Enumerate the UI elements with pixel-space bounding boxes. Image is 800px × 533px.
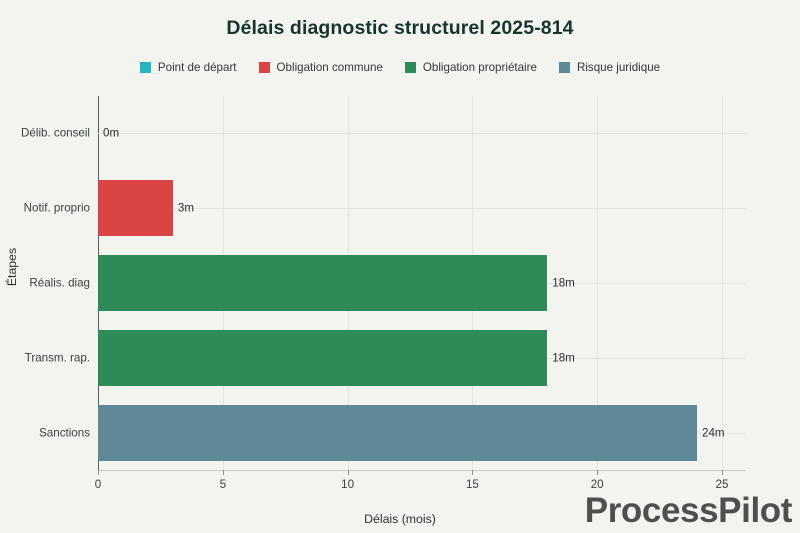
- legend-swatch-icon: [558, 62, 570, 73]
- bar-value-label: 18m: [552, 351, 575, 365]
- chart-legend: Point de départ Obligation commune Obligat…: [0, 61, 800, 74]
- x-axis-tick-mark: [347, 470, 349, 475]
- x-axis-tick-label: 10: [341, 478, 355, 491]
- gridline-horizontal: [98, 133, 746, 135]
- y-axis-tick-labels: Délib. conseil Notif. proprio Réalis. diag…: [0, 0, 90, 533]
- x-axis-tick-label: 20: [590, 478, 604, 491]
- plot-area: 0m 3m 18m 18m 24m: [98, 96, 746, 470]
- legend-item[interactable]: Point de départ: [139, 61, 237, 74]
- y-axis-tick-label: Délib. conseil: [21, 126, 90, 140]
- x-axis-tick-mark: [98, 470, 99, 475]
- legend-swatch-icon: [139, 62, 151, 73]
- x-axis-tick-label: 0: [94, 478, 102, 491]
- legend-label: Point de départ: [157, 61, 237, 74]
- y-axis-tick-label: Réalis. diag: [29, 276, 90, 290]
- legend-label: Obligation commune: [276, 61, 383, 74]
- legend-item[interactable]: Obligation propriétaire: [404, 61, 537, 74]
- chart-title: Délais diagnostic structurel 2025-814: [226, 17, 574, 39]
- bar-value-label: 0m: [103, 126, 120, 140]
- bar[interactable]: [98, 180, 173, 237]
- legend-swatch-icon: [258, 62, 270, 73]
- legend-label: Obligation propriétaire: [422, 61, 537, 74]
- gridline-horizontal: [98, 208, 746, 210]
- legend-label: Risque juridique: [576, 61, 661, 74]
- y-axis-tick-label: Transm. rap.: [24, 351, 90, 365]
- x-axis-tick-label: 5: [219, 478, 227, 491]
- y-axis-title: Étapes: [5, 247, 19, 287]
- x-axis-tick-mark: [597, 470, 599, 475]
- y-axis-tick-label: Notif. proprio: [23, 201, 90, 215]
- x-axis-tick-mark: [222, 470, 224, 475]
- bar-value-label: 3m: [177, 201, 194, 215]
- x-axis-tick-label: 25: [715, 478, 729, 491]
- y-axis-tick-label: Sanctions: [39, 426, 90, 440]
- x-axis-tick-mark: [472, 470, 474, 475]
- bar-value-label: 24m: [702, 426, 725, 440]
- legend-item[interactable]: Risque juridique: [558, 61, 661, 74]
- x-axis-tick-mark: [722, 470, 723, 475]
- bar-value-label: 18m: [552, 276, 575, 290]
- x-axis-title: Délais (mois): [364, 512, 436, 526]
- bar[interactable]: [98, 404, 698, 461]
- x-axis-tick-label: 15: [465, 478, 479, 491]
- bar[interactable]: [98, 255, 548, 311]
- legend-swatch-icon: [404, 62, 416, 73]
- legend-item[interactable]: Obligation commune: [258, 61, 383, 74]
- bar[interactable]: [98, 329, 548, 386]
- x-axis-line: [98, 470, 746, 471]
- watermark-logo: ProcessPilot: [584, 491, 793, 530]
